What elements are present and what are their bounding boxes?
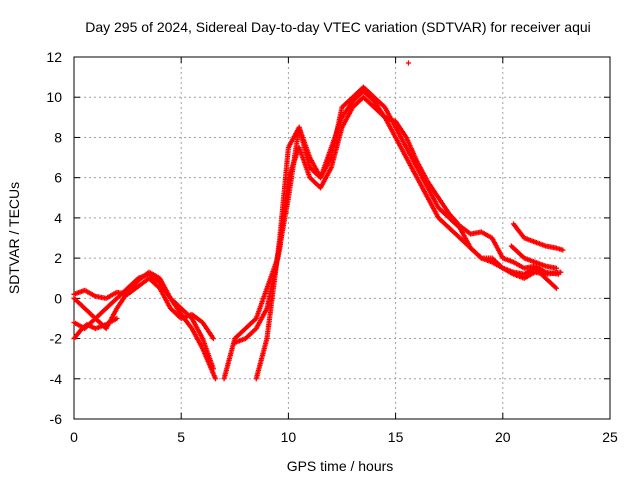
y-tick-label: 8: [54, 129, 62, 145]
data-points: [71, 60, 566, 382]
outlier-marker: [405, 60, 412, 66]
sat-track-2-marker: [212, 376, 219, 382]
grid-lines: [74, 57, 610, 419]
x-tick-label: 0: [70, 429, 78, 445]
sat-track-4-marker: [114, 315, 120, 322]
x-tick-label: 15: [388, 429, 404, 445]
y-tick-label: 0: [54, 290, 62, 306]
x-tick-label: 20: [495, 429, 511, 445]
x-tick-labels: 0 5 10 15 20 25: [70, 429, 618, 445]
y-tick-labels: -6 -4 -2 0 2 4 6 8 10 12: [46, 49, 62, 427]
y-axis-label: SDTVAR / TECUs: [6, 182, 22, 294]
x-tick-label: 5: [177, 429, 185, 445]
y-tick-label: 2: [54, 250, 62, 266]
y-tick-label: -6: [50, 411, 63, 427]
x-tick-label: 10: [281, 429, 297, 445]
y-tick-label: -2: [50, 331, 63, 347]
chart-title: Day 295 of 2024, Sidereal Day-to-day VTE…: [85, 19, 591, 35]
y-tick-label: 10: [46, 89, 62, 105]
y-tick-label: -4: [50, 371, 63, 387]
axis-ticks: [73, 56, 611, 420]
y-tick-label: 4: [54, 210, 62, 226]
sat-track-6-marker: [553, 285, 559, 291]
sat-track-7-marker: [555, 271, 562, 277]
plot-area: [73, 56, 611, 420]
x-axis-label: GPS time / hours: [287, 458, 394, 474]
y-tick-label: 12: [46, 49, 62, 65]
y-tick-label: 6: [54, 170, 62, 186]
sat-track-9-marker: [553, 265, 559, 271]
sat-track-8-marker: [560, 247, 566, 253]
sat-track-3-marker: [210, 335, 216, 342]
x-tick-label: 25: [602, 429, 618, 445]
